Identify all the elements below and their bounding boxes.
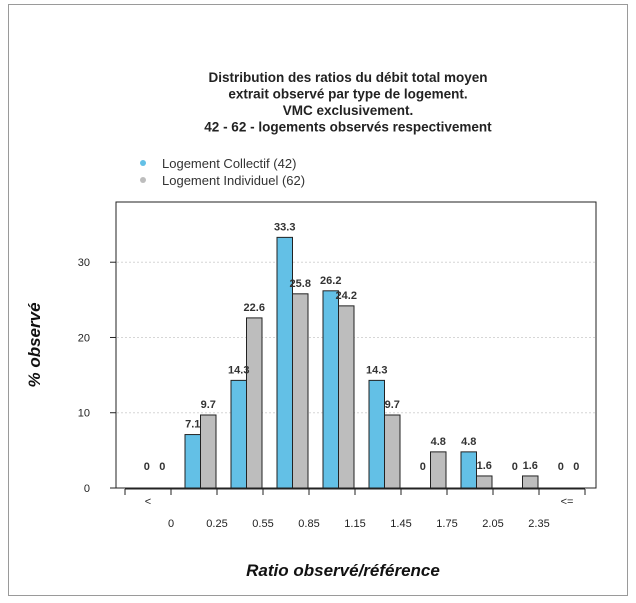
title-line: extrait observé par type de logement.: [228, 87, 467, 102]
legend-marker: [140, 160, 146, 166]
grid-lines: [117, 261, 595, 414]
x-tick-label: 0.25: [206, 518, 227, 530]
data-label: 33.3: [274, 221, 295, 233]
y-tick-label: 30: [78, 257, 90, 269]
data-label: 9.7: [385, 399, 400, 411]
data-label: 0: [558, 461, 564, 473]
x-axis: < <= 0 0.25 0.55 0.85 1.15 1.45 1.75 2.05 2.35: [124, 488, 586, 530]
bar: [460, 451, 477, 489]
x-tick-label: 2.05: [482, 518, 503, 530]
x-group-label: <: [145, 496, 151, 508]
title-line: 42 - 62 - logements observés respectivem…: [204, 120, 492, 135]
x-tick-label: 1.75: [436, 518, 457, 530]
bar: [338, 305, 355, 489]
bar: [476, 475, 493, 489]
data-label: 24.2: [336, 290, 357, 302]
data-label: 22.6: [244, 302, 265, 314]
data-label: 0: [573, 461, 579, 473]
data-label: 14.3: [366, 364, 387, 376]
x-tick-label: 0.55: [252, 518, 273, 530]
data-label: 4.8: [431, 436, 446, 448]
x-tick-label: 1.15: [344, 518, 365, 530]
y-tick-label: 0: [84, 483, 90, 495]
bar: [430, 451, 447, 489]
data-label: 1.6: [523, 460, 538, 472]
data-label: 0: [159, 461, 165, 473]
data-label: 0: [420, 461, 426, 473]
x-tick-label: 1.45: [390, 518, 411, 530]
bar: [322, 290, 339, 489]
data-label: 9.7: [201, 399, 216, 411]
y-tick-label: 20: [78, 332, 90, 344]
legend-marker: [140, 177, 146, 183]
chart-frame: [8, 4, 628, 596]
data-label: 25.8: [290, 278, 311, 290]
title-line: Distribution des ratios du débit total m…: [208, 70, 487, 85]
y-axis: 0 10 20 30: [78, 257, 116, 495]
data-label: 7.1: [185, 419, 200, 431]
y-axis-title: % observé: [25, 302, 44, 387]
bar: [522, 475, 539, 489]
title-line: VMC exclusivement.: [283, 103, 414, 118]
data-label: 0: [144, 461, 150, 473]
data-labels: 0 07.19.714.322.633.325.8 26.224.214.39.70…: [144, 221, 580, 473]
bars: [184, 236, 539, 489]
x-group-label: <=: [561, 496, 574, 508]
bar: [184, 434, 201, 489]
bar: [276, 236, 293, 489]
legend-label: Logement Collectif (42): [162, 156, 296, 171]
bar: [384, 414, 401, 489]
legend-label: Logement Individuel (62): [162, 173, 305, 188]
chart-title: Distribution des ratios du débit total m…: [204, 70, 492, 135]
data-label: 0: [512, 461, 518, 473]
chart-legend: Logement Collectif (42) Logement Individu…: [140, 156, 305, 188]
data-label: 14.3: [228, 364, 249, 376]
bar: [292, 293, 309, 489]
y-tick-label: 10: [78, 408, 90, 420]
x-tick-label: 2.35: [528, 518, 549, 530]
x-tick-label: 0.85: [298, 518, 319, 530]
x-tick-label: 0: [168, 518, 174, 530]
data-label: 4.8: [461, 436, 476, 448]
bar: [230, 379, 247, 489]
bar: [200, 414, 217, 489]
data-label: 26.2: [320, 275, 341, 287]
data-label: 1.6: [477, 460, 492, 472]
bar: [368, 379, 385, 489]
bar: [246, 317, 263, 489]
x-axis-title: Ratio observé/référence: [246, 561, 440, 580]
plot-area: [115, 201, 597, 489]
